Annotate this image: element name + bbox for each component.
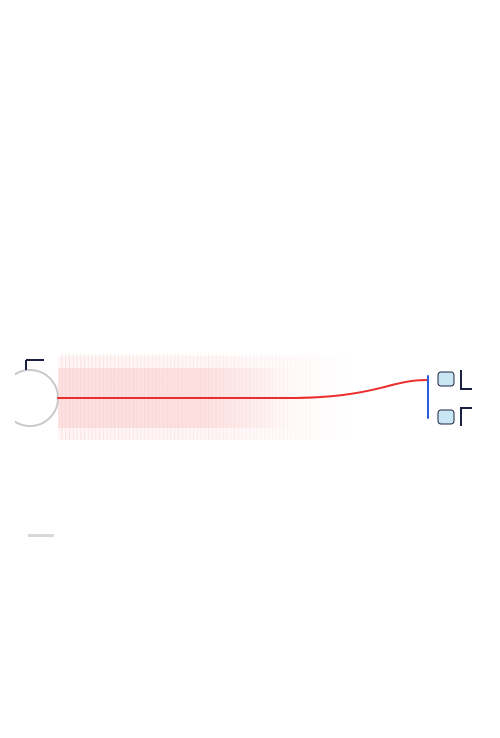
bracket-segment-0 (460, 370, 462, 388)
diagram-svg (0, 0, 500, 738)
node-1 (438, 410, 454, 424)
footer-mark (28, 534, 54, 537)
source-tick (26, 360, 44, 370)
right-brackets (460, 370, 472, 426)
node-group (438, 372, 454, 424)
node-0 (438, 372, 454, 386)
bracket-segment-2 (460, 388, 472, 390)
source-half-circle (2, 370, 58, 426)
diagram-canvas (0, 0, 500, 738)
bracket-segment-3 (460, 407, 472, 409)
bracket-segment-1 (460, 408, 462, 426)
